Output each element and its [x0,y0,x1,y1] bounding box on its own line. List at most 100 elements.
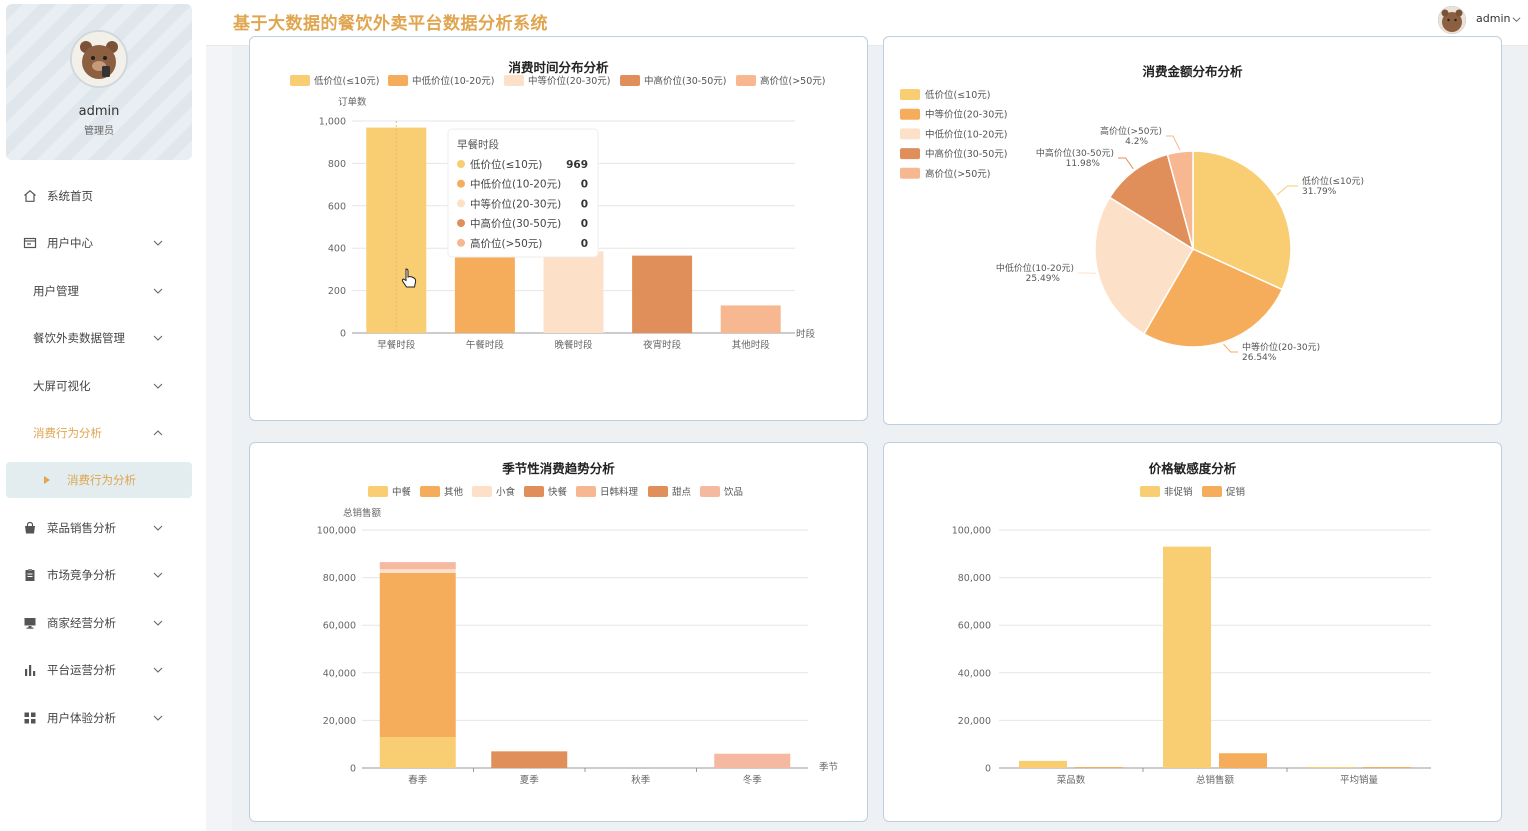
y-tick-label: 200 [328,286,346,297]
sidebar-item-label: 商家经营分析 [47,615,116,630]
sidebar-item-merchant-operation[interactable]: 商家经营分析 [0,599,206,647]
legend-swatch [900,167,920,179]
legend-label: 中高价位(30-50元) [644,75,727,87]
x-tick-label: 午餐时段 [466,339,505,351]
chevron-down-icon [153,525,163,531]
main-content: 消费时间分布分析 低价位(≤10元) 中低价位(10-20元) 中等价位(20-30… [232,36,1528,831]
sidebar-item-consumption-analysis[interactable]: 消费行为分析 [0,410,206,458]
sidebar-item-platform-operation[interactable]: 平台运营分析 [0,647,206,695]
sidebar-item-label: 系统首页 [47,188,93,203]
chart-title: 消费时间分布分析 [508,60,609,75]
y-tick-label: 0 [985,764,991,775]
chart-card-seasonal-trend: 季节性消费趋势分析 中餐 其他 小食 快餐 日韩料理 甜点 饮品 总销售额 100,000 80,… [249,442,868,822]
pie-slice [1094,196,1195,335]
clipboard-icon [23,568,37,582]
tooltip-marker [457,179,465,188]
chart-title: 价格敏感度分析 [1148,461,1237,476]
sidebar-item-dish-sales[interactable]: 菜品销售分析 [0,504,206,552]
x-tick-label: 总销售额 [1196,774,1235,786]
bar [720,305,781,333]
profile-name: admin [78,104,120,119]
pie-label-line [1276,185,1298,196]
legend-label: 快餐 [548,486,568,498]
bar [1219,753,1267,768]
pie-label-value: 25.49% [1026,274,1061,284]
stacked-bar-segment [379,737,456,768]
y-tick-label: 20,000 [958,716,991,727]
legend-swatch [472,486,492,497]
tooltip-series-name: 中等价位(20-30元) [470,197,561,210]
y-tick-label: 1,000 [319,117,346,128]
pie-slice [1108,153,1195,251]
legend-label: 高价位(>50元) [760,75,825,87]
home-icon [23,189,37,203]
bar-chart-icon [23,663,37,677]
sidebar-item-user-experience[interactable]: 用户体验分析 [0,694,206,742]
sidebar-item-label: 餐饮外卖数据管理 [33,331,125,346]
user-menu[interactable]: admin [1428,4,1528,36]
y-axis-label: 订单数 [338,96,367,108]
sidebar-subitem-consumption-analysis[interactable]: 消费行为分析 [6,462,192,498]
sidebar-item-label: 用户管理 [33,283,79,298]
x-tick-label: 夜宵时段 [643,339,682,351]
tooltip-series-name: 低价位(≤10元) [470,158,542,171]
sidebar-item-big-screen[interactable]: 大屏可视化 [0,362,206,410]
legend-label: 其他 [444,486,464,498]
stacked-bar-segment [491,751,568,768]
sidebar-item-label: 消费行为分析 [33,426,102,441]
legend-swatch [900,128,920,140]
chevron-down-icon [1512,17,1521,23]
sidebar-item-user-management[interactable]: 用户管理 [0,267,206,315]
chevron-down-icon [153,335,163,342]
x-tick-label: 菜品数 [1057,774,1086,786]
profile-card: admin 管理员 [6,4,192,160]
sidebar-item-user-center[interactable]: 用户中心 [0,220,206,268]
pie-label-value: 31.79% [1302,187,1337,197]
tooltip-marker [457,160,465,168]
y-tick-label: 0 [340,329,346,340]
sidebar-item-data-management[interactable]: 餐饮外卖数据管理 [0,315,206,363]
x-tick-label: 早餐时段 [377,339,416,351]
chart-card-time-distribution: 消费时间分布分析 低价位(≤10元) 中低价位(10-20元) 中等价位(20-30… [249,36,868,421]
x-axis-label: 季节 [819,761,838,773]
legend-label: 高价位(>50元) [925,168,990,180]
legend-swatch [648,486,668,497]
y-tick-label: 20,000 [323,716,356,727]
chevron-down-icon [153,572,163,579]
legend-swatch [524,486,544,497]
legend-label: 中低价位(10-20元) [412,75,495,87]
app-title: 基于大数据的餐饮外卖平台数据分析系统 [233,14,548,34]
y-tick-label: 800 [328,159,346,170]
sidebar-item-market-competition[interactable]: 市场竞争分析 [0,552,206,600]
y-tick-label: 40,000 [323,668,356,679]
hand-cursor-shape [401,268,417,288]
id-card-icon [23,236,37,250]
chevron-down-icon [153,240,163,247]
legend-swatch [420,486,440,497]
legend-label: 中低价位(10-20元) [925,128,1008,140]
avatar [1438,6,1466,34]
stacked-bar-segment [379,562,456,570]
stacked-bar-segment [379,572,456,738]
hand-cursor-icon [401,268,417,288]
sidebar-menu: 系统首页 用户中心 用户管理 餐饮外卖数据管理 大屏可视化 消费行为分析 消费 [0,172,206,742]
y-tick-label: 600 [328,201,346,212]
pie-label-name: 中高价位(30-50元) [1036,147,1114,159]
legend-label: 低价位(≤10元) [314,75,379,87]
legend-swatch [900,108,920,120]
bar [1307,767,1355,768]
pie-slice [1192,150,1292,291]
bag-icon [23,521,37,535]
avatar[interactable] [70,30,128,88]
y-tick-label: 400 [328,244,346,255]
y-tick-label: 100,000 [952,526,991,537]
legend-label: 日韩料理 [600,486,639,498]
legend-label: 甜点 [672,486,692,498]
legend-swatch [388,75,408,86]
sidebar-item-home[interactable]: 系统首页 [0,172,206,220]
grid-icon [23,711,37,725]
tooltip-value: 0 [581,198,588,210]
x-tick-label: 春季 [408,774,428,786]
legend-swatch [368,486,388,497]
